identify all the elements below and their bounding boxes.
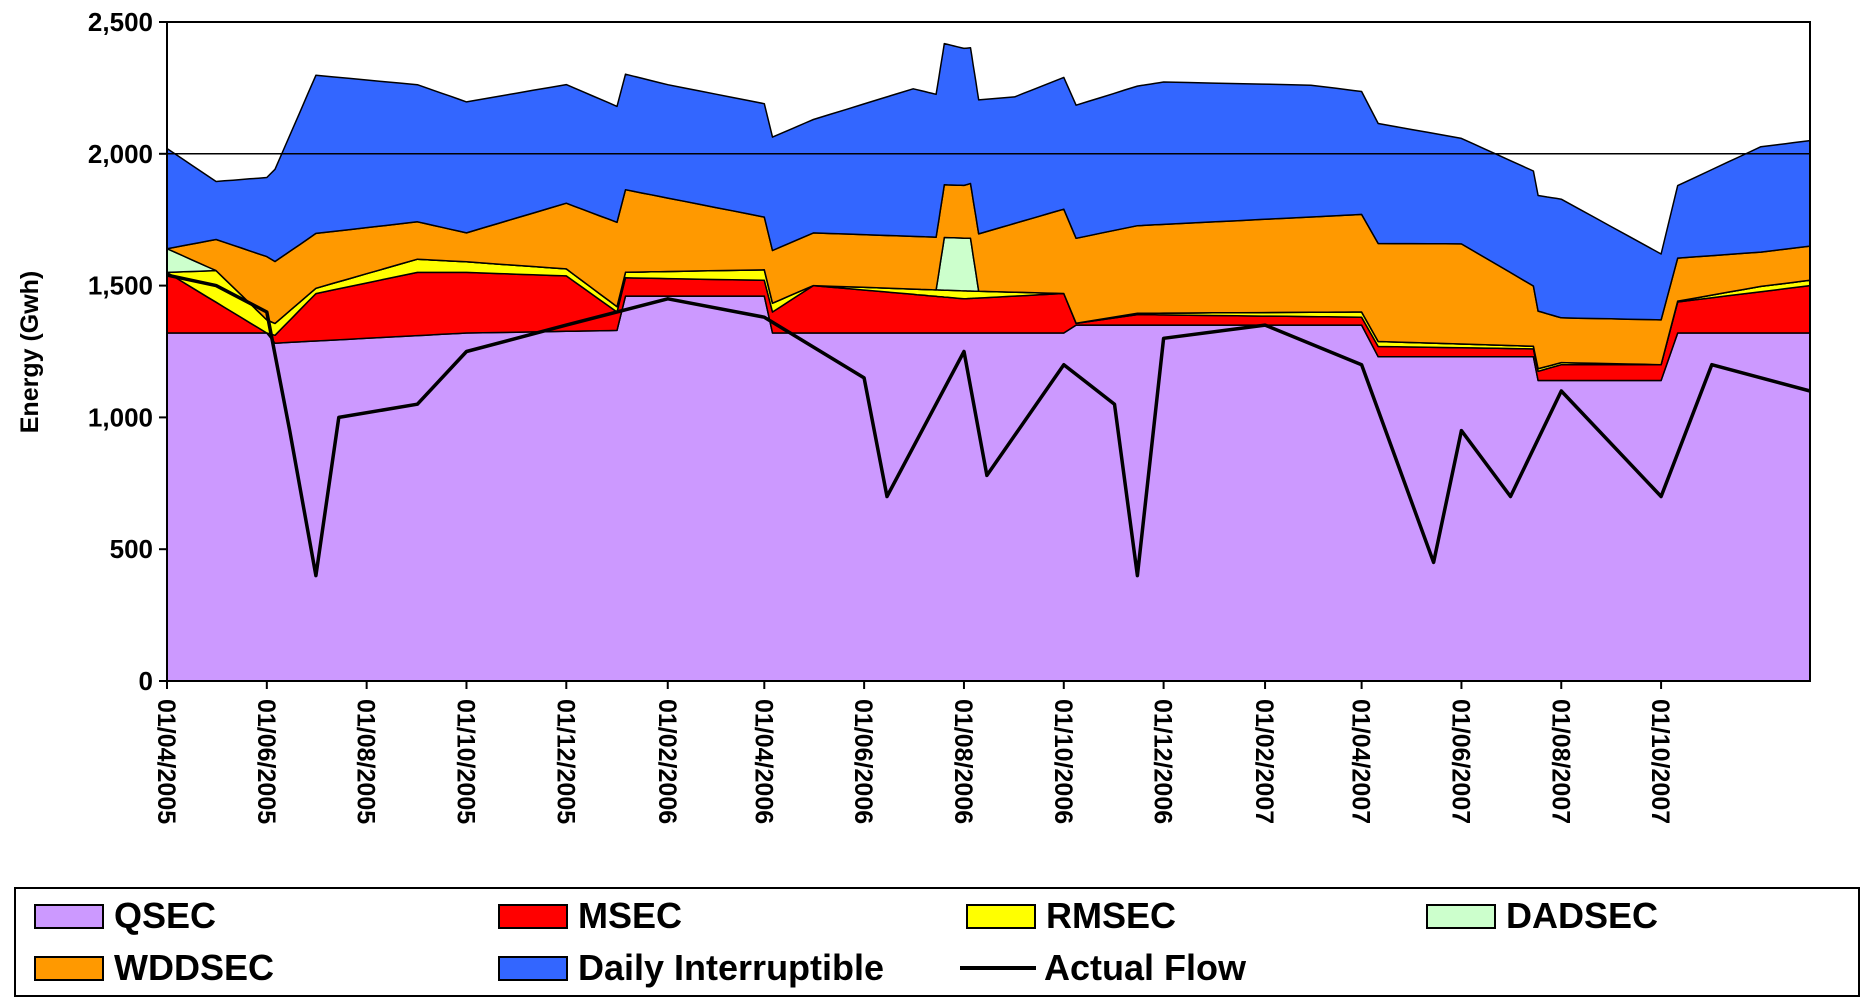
legend-label-wddsec: WDDSEC: [114, 947, 274, 988]
x-tick-label: 01/06/2007: [1446, 699, 1474, 824]
x-tick-label: 01/08/2007: [1546, 699, 1574, 824]
legend-item-qsec: QSEC: [34, 891, 216, 941]
legend-item-daily-interruptible: Daily Interruptible: [498, 943, 884, 993]
legend-swatch-daily-interruptible: [498, 955, 568, 981]
legend-swatch-dadsec: [1426, 903, 1496, 929]
x-tick-label: 01/02/2006: [653, 699, 681, 824]
legend-swatch-rmsec: [966, 903, 1036, 929]
y-tick-label: 0: [139, 666, 153, 696]
series-line-actual-flow: [166, 273, 1811, 578]
y-tick-label: 2,500: [88, 7, 153, 37]
x-tick-label: 01/08/2006: [949, 699, 977, 824]
legend-label-rmsec: RMSEC: [1046, 895, 1177, 936]
y-axis-title: Energy (Gwh): [16, 271, 44, 434]
chart: 0 500 1,000 1,500 2,000 2,500 01/04/2005 01/06…: [16, 7, 1811, 824]
legend-item-rmsec: RMSEC: [966, 891, 1176, 941]
x-tick-label: 01/10/2007: [1646, 699, 1674, 824]
y-axis-ticks: 0 500 1,000 1,500 2,000 2,500: [88, 7, 167, 696]
legend-line-actual-flow: [960, 966, 1036, 970]
legend-label-actual-flow: Actual Flow: [1044, 947, 1247, 988]
x-tick-label: 01/10/2005: [452, 699, 480, 824]
legend-label-qsec: QSEC: [114, 895, 217, 936]
legend-label-msec: MSEC: [578, 895, 683, 936]
x-axis-ticks: 01/04/2005 01/06/2005 01/08/2005 01/10/2005…: [152, 681, 1674, 824]
legend-label-daily-interruptible: Daily Interruptible: [578, 947, 885, 988]
legend-item-dadsec: DADSEC: [1426, 891, 1658, 941]
legend-item-msec: MSEC: [498, 891, 682, 941]
x-tick-label: 01/12/2006: [1149, 699, 1177, 824]
plot-area-frame: [166, 21, 1811, 682]
y-tick-label: 2,000: [88, 139, 153, 169]
y-tick-label: 500: [110, 534, 153, 564]
x-tick-label: 01/12/2005: [551, 699, 579, 824]
x-tick-label: 01/10/2006: [1049, 699, 1077, 824]
x-tick-label: 01/08/2005: [352, 699, 380, 824]
legend-swatch-wddsec: [34, 955, 104, 981]
y-tick-label: 1,000: [88, 402, 153, 432]
legend: QSEC MSEC RMSEC DADSEC WDDSEC Daily Inte…: [14, 887, 1860, 997]
legend-item-wddsec: WDDSEC: [34, 943, 274, 993]
legend-swatch-msec: [498, 903, 568, 929]
x-tick-label: 01/02/2007: [1250, 699, 1278, 824]
legend-label-dadsec: DADSEC: [1506, 895, 1659, 936]
area-layers: [166, 42, 1811, 682]
x-tick-label: 01/06/2006: [849, 699, 877, 824]
y-tick-label: 1,500: [88, 271, 153, 301]
legend-item-actual-flow: Actual Flow: [960, 943, 1246, 993]
x-tick-label: 01/04/2007: [1347, 699, 1375, 824]
x-tick-label: 01/04/2006: [749, 699, 777, 824]
legend-swatch-qsec: [34, 903, 104, 929]
x-tick-label: 01/06/2005: [252, 699, 280, 824]
x-tick-label: 01/04/2005: [152, 699, 180, 824]
